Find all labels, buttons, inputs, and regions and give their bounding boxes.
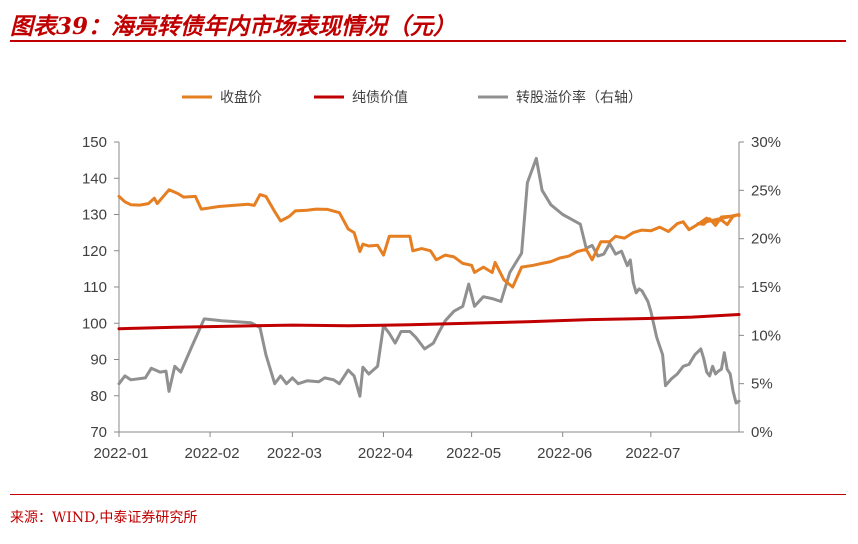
series-line-1 [117,313,741,331]
y-right-tick-label: 20% [751,231,781,248]
y-left-tick-label: 130 [82,207,107,224]
y-right-tick-label: 0% [751,424,773,441]
y-left-tick-label: 70 [90,424,107,441]
legend-label-2: 转股溢价率（右轴） [516,89,642,106]
legend-label-0: 收盘价 [220,89,262,106]
y-right-tick-label: 25% [751,182,781,199]
x-tick-label: 2022-03 [267,445,322,462]
axes: 150 140 130 120 110 100 90 80 70 30% 25% 20% 15% 10% 5… [82,134,781,462]
y-right-tick-label: 5% [751,376,773,393]
series-line-2 [117,156,741,405]
x-tick-label: 2022-01 [93,445,148,462]
y-left-tick-label: 80 [90,388,107,405]
x-tick-label: 2022-04 [358,445,413,462]
y-right-tick-label: 30% [751,134,781,151]
legend: 收盘价 纯债价值 转股溢价率（右轴） [182,89,642,106]
source-divider [10,494,846,495]
series-line-0 [117,188,741,289]
y-left-tick-label: 100 [82,315,107,332]
y-left-tick-label: 90 [90,352,107,369]
y-right-tick-label: 10% [751,327,781,344]
title-bar: 图表39：海亮转债年内市场表现情况（元） [10,6,846,42]
y-right-tick-label: 15% [751,279,781,296]
x-tick-label: 2022-07 [625,445,680,462]
x-tick-label: 2022-02 [185,445,240,462]
source-note: 来源：WIND,中泰证券研究所 [10,510,198,526]
y-left-tick-label: 120 [82,243,107,260]
y-left-tick-label: 150 [82,134,107,151]
x-tick-label: 2022-05 [446,445,501,462]
legend-label-1: 纯债价值 [352,90,408,106]
x-tick-label: 2022-06 [537,445,592,462]
y-left-tick-label: 140 [82,170,107,187]
series-lines [117,156,741,405]
page-title: 图表39：海亮转债年内市场表现情况（元） [10,13,457,40]
y-left-tick-label: 110 [83,279,107,296]
